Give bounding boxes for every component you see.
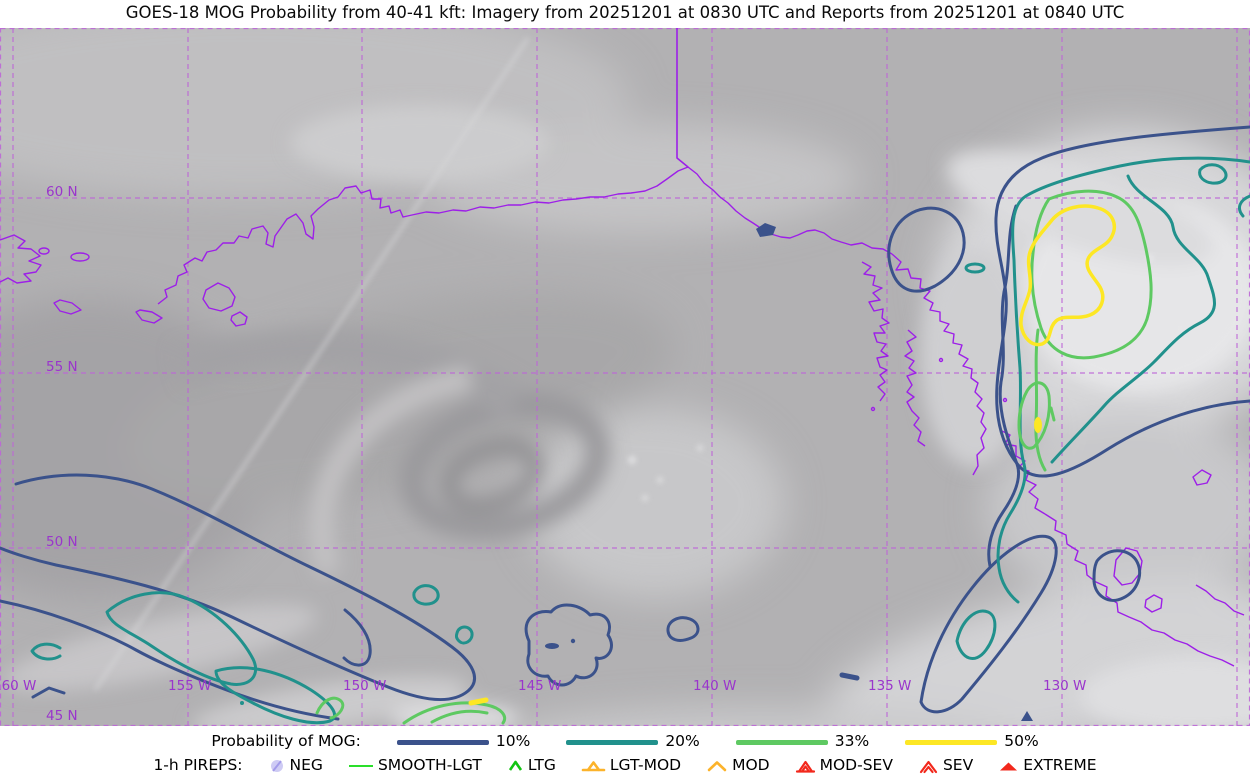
lon-label-130w: 130 W (1043, 678, 1086, 694)
legend-item-lgt-mod: LGT-MOD (581, 758, 681, 774)
legend-item-label: LGT-MOD (609, 756, 682, 775)
caret-base-icon (581, 761, 606, 772)
double-caret-icon (919, 760, 938, 773)
coastline-layer (0, 28, 1245, 667)
legend-item-33pct: 33% (735, 732, 870, 751)
probability-legend: Probability of MOG: 10% 20% 33% 50% (0, 732, 1250, 752)
legend-item-sev: SEV (918, 758, 973, 775)
caret-icon (707, 761, 727, 772)
page-title: GOES-18 MOG Probability from 40-41 kft: … (125, 3, 1125, 22)
contour-33pct-layer (315, 189, 1153, 725)
contour-swatch-50pct-icon (905, 739, 998, 745)
caret-icon (508, 760, 522, 771)
pireps-legend-label: 1-h PIREPS: (153, 756, 243, 775)
legend-item-label: 20% (665, 732, 700, 751)
lat-label-55n: 55 N (46, 359, 78, 375)
legend-item-20pct: 20% (566, 732, 700, 751)
legend-item-label: LTG (527, 756, 556, 775)
contour-20pct-layer (30, 156, 1250, 725)
lat-label-50n: 50 N (46, 534, 78, 550)
legend-item-label: NEG (289, 756, 323, 775)
lat-label-45n: 45 N (46, 708, 78, 724)
lon-label-150w: 150 W (343, 678, 386, 694)
legend-item-label: MOD-SEV (819, 756, 893, 775)
graticule-labels: 60 N 55 N 50 N 45 N 160 W 155 W 150 W 14… (0, 184, 1086, 724)
legend-item-mod-sev: MOD-SEV (795, 758, 893, 775)
legend-item-label: MOD (732, 756, 770, 775)
lat-label-60n: 60 N (46, 184, 78, 200)
double-caret-base-icon (795, 760, 815, 773)
alaska-mainland-coast (157, 166, 893, 305)
satellite-artifact-streak (93, 37, 530, 691)
legend-item-mod: MOD (706, 758, 770, 774)
legend-item-smooth-lgt: SMOOTH-LGT (348, 758, 482, 774)
panhandle-islands-2 (904, 329, 926, 447)
legend-item-label: 50% (1004, 732, 1039, 751)
filled-triangle-icon (1000, 762, 1018, 771)
legend-item-ltg: LTG (507, 758, 556, 774)
legend-item-label: 10% (495, 732, 531, 751)
pireps-legend: 1-h PIREPS: NEG SMOOTH-LGT LTG LGT-MOD M… (0, 755, 1250, 777)
lon-label-155w: 155 W (168, 678, 211, 694)
contour-swatch-20pct-icon (566, 739, 659, 745)
legend-item-extreme: EXTREME (998, 756, 1097, 775)
legend-item-50pct: 50% (905, 732, 1039, 751)
probability-legend-label: Probability of MOG: (211, 732, 361, 751)
lon-label-140w: 140 W (693, 678, 736, 694)
contour-swatch-33pct-icon (735, 739, 828, 745)
lon-label-135w: 135 W (868, 678, 911, 694)
lon-label-160w: 160 W (0, 678, 36, 694)
legend-item-10pct: 10% (396, 732, 531, 751)
neg-circle-slash-icon (270, 760, 283, 772)
satellite-map: 60 N 55 N 50 N 45 N 160 W 155 W 150 W 14… (0, 28, 1250, 726)
satellite-imagery-layer (0, 28, 1250, 726)
contour-50pct-layer (468, 204, 1117, 706)
lon-label-145w: 145 W (518, 678, 561, 694)
contour-10pct-layer (0, 125, 1250, 721)
legend-item-label: EXTREME (1023, 756, 1097, 775)
panhandle-islands-1 (861, 261, 890, 402)
legend-item-label: 33% (834, 732, 870, 751)
panhandle-coast (891, 253, 987, 476)
contour-swatch-10pct-icon (396, 739, 489, 745)
smooth-line-icon (348, 765, 373, 767)
alaska-canada-border (676, 28, 689, 168)
legend-item-neg: NEG (268, 758, 323, 774)
legend-item-label: SMOOTH-LGT (377, 756, 482, 775)
legend-item-label: SEV (942, 756, 974, 775)
